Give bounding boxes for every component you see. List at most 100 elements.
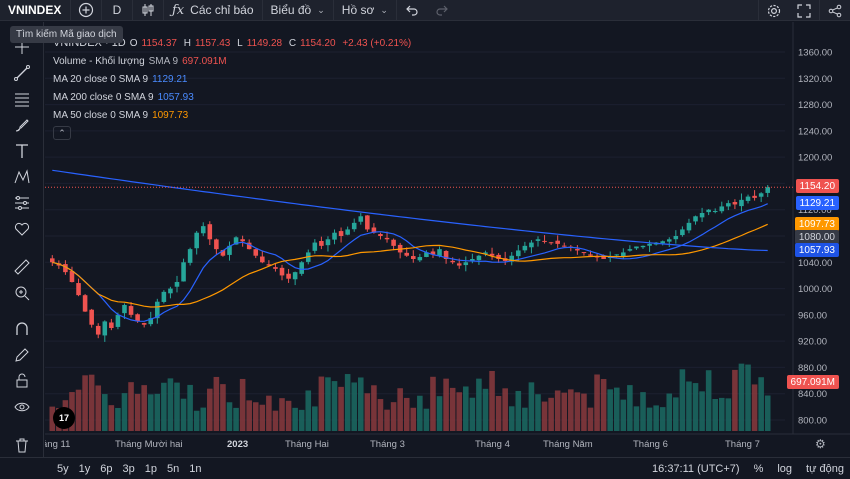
range-5d-button[interactable]: 5n [167,462,180,475]
x-tick-label: 2023 [227,439,248,450]
prediction-tool-button[interactable] [8,192,36,214]
volume-bar [587,407,594,431]
candle-body [561,245,567,247]
candle-body [522,245,528,251]
magnet-tool-button[interactable] [8,318,36,340]
ma20-label: MA 20 close 0 SMA 9 [53,73,149,85]
y-tick-label: 1280.00 [798,100,832,111]
volume-bar [692,383,699,431]
redo-button[interactable] [427,0,457,21]
y-tick-label: 800.00 [798,416,827,427]
volume-bar [357,377,364,431]
toolbar-divider [101,0,102,21]
brush-tool-button[interactable] [8,114,36,136]
volume-bar [88,374,95,431]
volume-bar [312,406,318,431]
range-3m-button[interactable]: 3p [122,462,135,475]
y-tick-label: 1000.00 [798,284,832,295]
volume-bar [568,389,574,431]
indicators-button[interactable]: ƒx Các chỉ báo [164,0,262,21]
volume-bar [659,407,666,431]
bottom-right-controls: 16:37:11 (UTC+7) % log tự động [638,458,844,479]
draw-mode-button[interactable] [8,344,36,366]
volume-bar [430,376,436,431]
volume-bar [443,378,449,431]
chart-type-dropdown[interactable]: Biểu đồ ⌄ [263,0,333,21]
legend-ma200-row[interactable]: MA 200 close 0 SMA 9 1057.93 [53,88,419,106]
volume-bar [686,381,692,431]
trend-line-tool-button[interactable] [8,62,36,84]
legend-volume-row[interactable]: Volume - Khối lượng SMA 9 697.091M [53,52,419,70]
legend-collapse-button[interactable]: ⌃ [53,126,71,140]
candle-body [529,242,534,248]
axis-settings-icon: ⚙ [815,437,826,451]
volume-bar [377,399,384,431]
candle-body [699,213,705,218]
volume-bar [554,390,561,431]
log-scale-button[interactable]: log [777,463,793,475]
range-6m-button[interactable]: 6p [100,462,113,475]
percent-scale-button[interactable]: % [753,463,764,475]
price-chart[interactable]: 1360.001320.001280.001240.001200.001160.… [45,22,850,457]
range-1y-button[interactable]: 1y [78,462,91,475]
settings-button[interactable] [759,0,789,21]
share-button[interactable] [820,0,850,21]
candle-body [601,255,606,259]
interval-button[interactable]: D [112,3,122,17]
candle-body [128,306,134,315]
legend-ohlc: O 1154.37 H 1157.43 L 1149.28 C 1154.20 +2.4… [130,38,416,49]
candle-body [404,252,409,256]
pattern-tool-button[interactable] [8,166,36,188]
lock-drawings-button[interactable] [8,370,36,392]
hide-drawings-button[interactable] [8,396,36,418]
volume-bar [528,382,535,431]
volume-bar [653,405,659,431]
auto-scale-button[interactable]: tự động [806,463,844,475]
compare-symbol-button[interactable] [71,0,101,21]
chart-pane[interactable]: 1360.001320.001280.001240.001200.001160.… [45,22,850,457]
top-toolbar: VNINDEX D ƒx Các chỉ báo Biểu đồ ⌄ Hồ sơ… [0,0,850,21]
range-1d-button[interactable]: 1n [189,462,202,475]
clock-timezone[interactable]: 16:37:11 (UTC+7) [652,463,740,475]
gear-icon [767,4,781,17]
candle-body [312,242,318,251]
volume-bar [594,374,600,431]
chart-style-button[interactable] [133,0,163,21]
volume-bar [187,384,193,431]
volume-bar [174,382,180,431]
symbol-search-button[interactable]: VNINDEX [8,3,62,17]
ruler-icon [14,259,30,275]
legend-ma20-row[interactable]: MA 20 close 0 SMA 9 1129.21 [53,70,419,88]
x-tick-label: Tháng Mười hai [115,439,183,450]
volume-bar [436,396,443,431]
range-1m-button[interactable]: 1p [144,462,157,475]
candle-body [371,227,377,233]
candle-body [456,263,462,266]
candle-body [260,256,265,263]
candle-body [50,258,55,263]
volume-bar [725,398,732,431]
fullscreen-button[interactable] [789,0,819,21]
candle-body [548,242,554,244]
candle-body [181,262,186,282]
volume-bar [574,392,581,431]
volume-bar [134,393,141,431]
delete-drawings-button[interactable] [8,434,36,456]
volume-bar [82,375,88,431]
magnet-icon [16,322,28,335]
ruler-tool-button[interactable] [8,256,36,278]
zoom-tool-button[interactable] [8,282,36,304]
fib-tool-button[interactable] [8,88,36,110]
indicators-label: Các chỉ báo [190,3,254,17]
high-value: 1157.43 [194,37,231,49]
profile-dropdown[interactable]: Hồ sơ ⌄ [334,0,396,21]
legend-ma50-row[interactable]: MA 50 close 0 SMA 9 1097.73 [53,106,419,124]
redo-icon [436,5,448,16]
ma50-label: MA 50 close 0 SMA 9 [53,109,149,121]
chevron-down-icon: ⌄ [317,4,325,15]
tradingview-logo[interactable]: 17 [53,407,75,429]
text-tool-button[interactable] [8,140,36,162]
undo-button[interactable] [397,0,427,21]
icon-tool-button[interactable] [8,218,36,240]
range-5y-button[interactable]: 5y [57,462,69,475]
